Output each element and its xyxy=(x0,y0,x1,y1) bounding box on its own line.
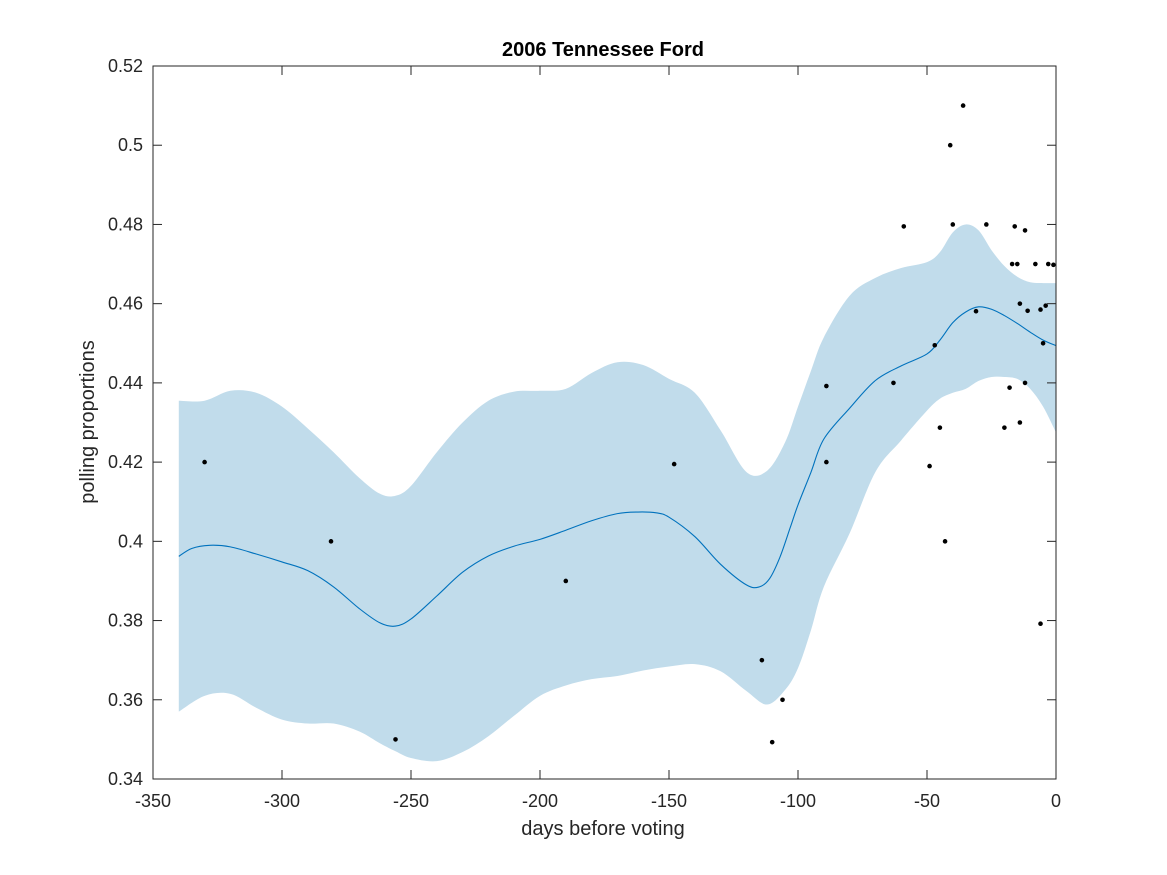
axes-box xyxy=(152,65,1057,780)
x-tick-label: -50 xyxy=(914,791,940,811)
poll-point xyxy=(1040,340,1046,346)
poll-point xyxy=(1045,261,1051,267)
poll-point xyxy=(1017,420,1023,425)
poll-point xyxy=(1043,303,1048,308)
poll-point xyxy=(901,224,907,229)
poll-point xyxy=(759,657,765,663)
poll-point xyxy=(1022,380,1028,386)
x-tick-label: -250 xyxy=(393,791,429,811)
confidence-band-layer xyxy=(178,224,1057,762)
poll-point xyxy=(1012,224,1018,229)
poll-point xyxy=(927,463,932,469)
poll-point xyxy=(824,459,829,465)
y-tick-label: 0.44 xyxy=(108,373,143,393)
y-tick-label: 0.34 xyxy=(108,769,143,789)
axes xyxy=(152,65,1057,780)
poll-point xyxy=(1038,307,1043,312)
poll-point xyxy=(1038,621,1043,627)
poll-point xyxy=(769,739,775,745)
poll-point xyxy=(202,459,207,465)
trend-line xyxy=(178,306,1057,627)
x-tick-label: 0 xyxy=(1051,791,1061,811)
y-tick-label: 0.4 xyxy=(118,531,143,551)
x-tick-label: -150 xyxy=(651,791,687,811)
poll-point xyxy=(671,461,677,467)
x-axis-label: days before voting xyxy=(521,818,684,840)
poll-point xyxy=(1025,308,1030,314)
poll-point xyxy=(960,103,966,108)
poll-point xyxy=(1015,261,1020,267)
poll-point xyxy=(1009,261,1015,267)
poll-point xyxy=(932,342,938,348)
y-axis-label: polling proportions xyxy=(77,340,99,503)
confidence-band xyxy=(178,224,1057,762)
x-tick-label: -300 xyxy=(264,791,300,811)
poll-point xyxy=(947,142,953,148)
poll-point xyxy=(1017,301,1023,306)
y-tick-label: 0.42 xyxy=(108,452,143,472)
y-tick-label: 0.5 xyxy=(118,135,143,155)
y-tick-label: 0.46 xyxy=(108,294,143,314)
poll-point xyxy=(891,380,896,386)
poll-point xyxy=(1033,261,1038,267)
poll-point xyxy=(937,425,943,430)
chart-title: 2006 Tennessee Ford xyxy=(502,39,704,61)
plot-area xyxy=(178,103,1057,762)
x-tick-label: -100 xyxy=(780,791,816,811)
poll-point xyxy=(1022,228,1028,233)
poll-point xyxy=(942,539,948,544)
poll-points-layer xyxy=(202,103,1056,745)
y-tick-label: 0.38 xyxy=(108,611,143,631)
x-tick-label: -200 xyxy=(522,791,558,811)
poll-point xyxy=(950,222,956,227)
poll-point xyxy=(1007,385,1012,390)
poll-point xyxy=(1002,425,1007,430)
poll-point xyxy=(824,383,829,389)
y-tick-label: 0.52 xyxy=(108,56,143,76)
poll-point xyxy=(328,539,334,544)
poll-point xyxy=(973,308,979,314)
y-tick-label: 0.36 xyxy=(108,690,143,710)
y-tick-label: 0.48 xyxy=(108,214,143,234)
poll-point xyxy=(780,697,785,703)
x-axis-ticks: -350 -300 -250 -200 -150 -100 -50 0 xyxy=(135,66,1061,811)
poll-point xyxy=(1051,262,1056,268)
y-axis-ticks: 0.34 0.36 0.38 0.4 0.42 0.44 0.46 0.48 0.5 0.52 xyxy=(108,56,1056,789)
poll-point xyxy=(393,737,398,742)
poll-point xyxy=(563,578,569,584)
poll-point xyxy=(984,222,989,227)
trend-line-layer xyxy=(178,306,1057,627)
x-tick-label: -350 xyxy=(135,791,171,811)
